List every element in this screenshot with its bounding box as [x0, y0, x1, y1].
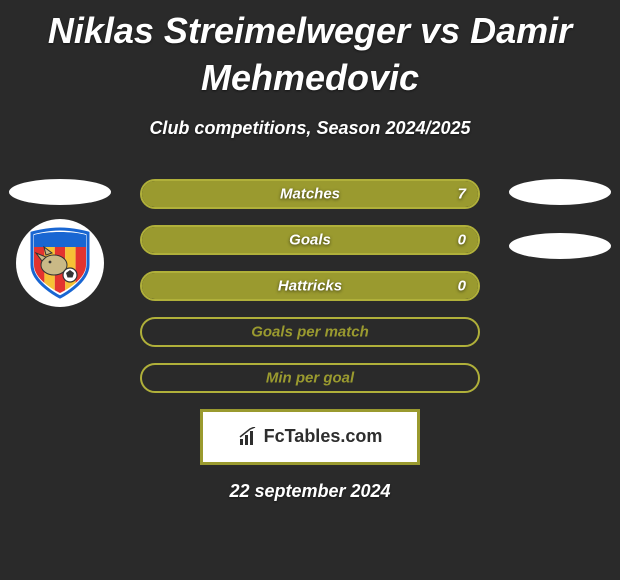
brand-text: FcTables.com — [264, 426, 383, 447]
stats-center: Matches 7 Goals 0 Hattricks 0 Goals per match M… — [140, 179, 480, 393]
brand-box: FcTables.com — [200, 409, 420, 465]
club-badge-skn-stpoelten — [16, 219, 104, 307]
stat-label: Matches — [280, 185, 340, 202]
right-ellipse-placeholder-2 — [509, 233, 611, 259]
right-player-col — [500, 179, 620, 259]
stat-label: Min per goal — [266, 369, 354, 386]
left-player-col — [0, 179, 120, 307]
stats-area: Matches 7 Goals 0 Hattricks 0 Goals per match M… — [0, 179, 620, 393]
stat-label: Goals — [289, 231, 331, 248]
page-title: Niklas Streimelweger vs Damir Mehmedovic — [0, 0, 620, 102]
stat-label: Goals per match — [251, 323, 369, 340]
stat-value: 0 — [458, 231, 466, 248]
stat-row-matches: Matches 7 — [140, 179, 480, 209]
stat-row-min-per-goal: Min per goal — [140, 363, 480, 393]
badge-inner — [22, 225, 98, 301]
left-ellipse-placeholder — [9, 179, 111, 205]
stat-row-goals-per-match: Goals per match — [140, 317, 480, 347]
date: 22 september 2024 — [0, 481, 620, 502]
stat-row-hattricks: Hattricks 0 — [140, 271, 480, 301]
stat-row-goals: Goals 0 — [140, 225, 480, 255]
stat-label: Hattricks — [278, 277, 342, 294]
stat-value: 0 — [458, 277, 466, 294]
stat-value: 7 — [458, 185, 466, 202]
chart-icon — [238, 427, 258, 447]
right-ellipse-placeholder-1 — [509, 179, 611, 205]
subtitle: Club competitions, Season 2024/2025 — [0, 118, 620, 139]
